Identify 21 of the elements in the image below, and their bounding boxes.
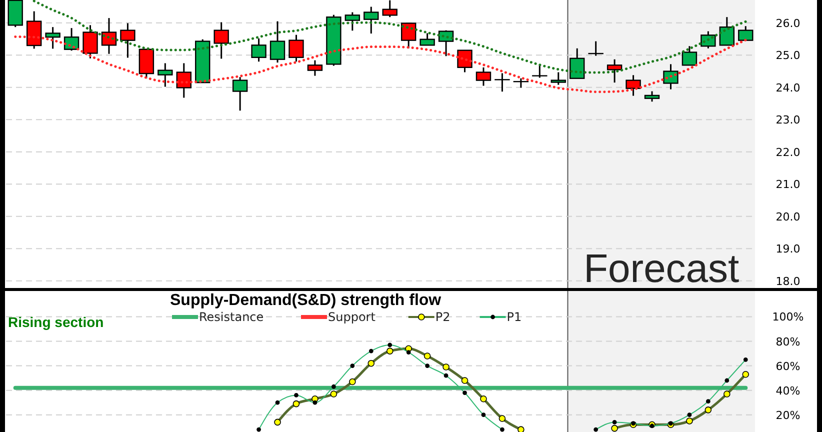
chart-title: Supply-Demand(S&D) strength flow <box>170 292 442 309</box>
y-tick-label: 60% <box>776 360 800 373</box>
annotation: Forecast <box>584 247 740 291</box>
annotation: Rising section <box>8 314 104 330</box>
y-tick-label: 20.0 <box>776 210 800 224</box>
y-tick-label: 18.0 <box>776 274 800 288</box>
y-tick-label: 80% <box>776 335 800 348</box>
legend-label: P2 <box>435 310 450 324</box>
legend-label: Resistance <box>199 310 264 324</box>
y-tick-label: 19.0 <box>776 242 800 256</box>
y-tick-label: 25.0 <box>776 49 800 62</box>
y-tick-label: 40% <box>776 384 800 398</box>
y-tick-label: 22.0 <box>776 146 800 159</box>
y-tick-label: 100% <box>772 310 804 324</box>
y-tick-label: 23.0 <box>776 114 800 127</box>
y-tick-label: 26.0 <box>776 16 800 30</box>
y-tick-label: 24.0 <box>776 81 800 94</box>
y-tick-label: 21.0 <box>776 178 800 192</box>
y-tick-label: 20% <box>776 408 800 422</box>
legend-label: P1 <box>506 310 522 324</box>
legend-label: Support <box>328 310 376 324</box>
